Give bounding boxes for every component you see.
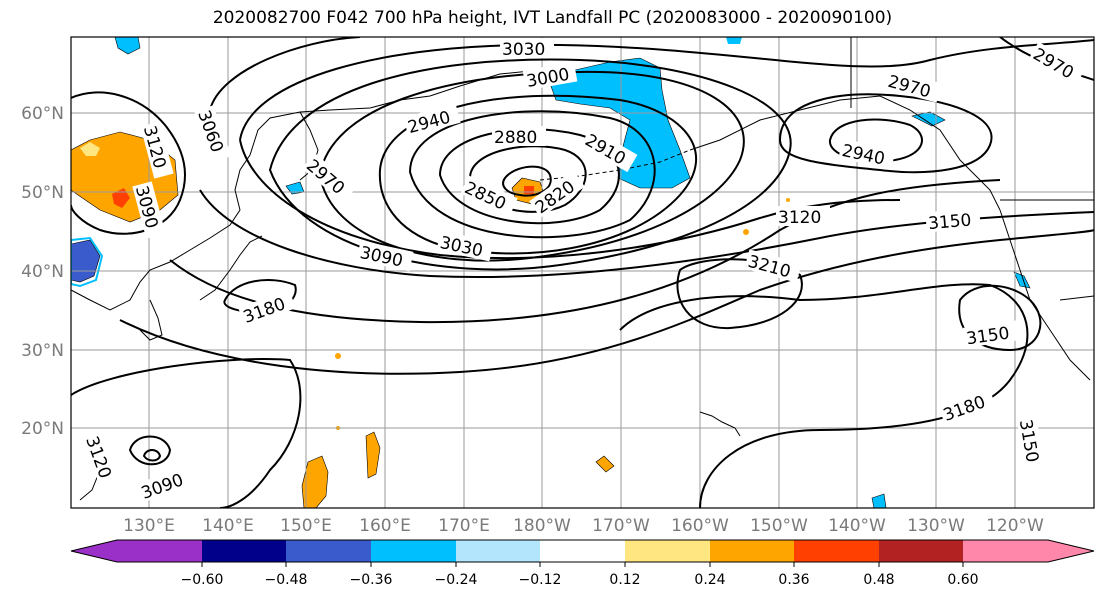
- colorbar-tick-label: −0.12: [519, 572, 562, 588]
- shade-yellow-okhotsk: [80, 142, 100, 156]
- colorbar-tick-label: −0.60: [181, 572, 224, 588]
- contour-2880: [438, 128, 620, 225]
- contour-label: 3150: [927, 210, 972, 234]
- colorbar-tick-label: 0.36: [778, 572, 809, 588]
- shade-dot-2: [743, 229, 749, 235]
- border-us-mex: [1059, 295, 1094, 301]
- colorbar-segment: [625, 540, 710, 562]
- colorbar-segment: [202, 540, 286, 562]
- shade-dot-3: [786, 198, 790, 202]
- contour-label: 3030: [502, 40, 545, 60]
- lat-label-60n: 60°N: [21, 104, 64, 124]
- coast-alaska: [689, 95, 1001, 211]
- coast-korea: [139, 299, 163, 341]
- lat-labels: 60°N 50°N 40°N 30°N 20°N: [21, 104, 64, 439]
- colorbar-segment: [286, 540, 371, 562]
- shade-dot-1: [335, 353, 341, 359]
- contour-3060: [209, 37, 361, 111]
- colorbar-tick-label: 0.60: [947, 572, 978, 588]
- lat-label-30n: 30°N: [21, 341, 64, 361]
- contour-3210: [676, 258, 803, 330]
- map-frame: [70, 36, 1095, 509]
- colorbar-segment: [540, 540, 625, 562]
- colorbar-tick-label: 0.48: [863, 572, 894, 588]
- contour-3030: [239, 39, 1094, 141]
- coast-aleutians: [539, 149, 691, 181]
- contour-2820: [502, 165, 552, 197]
- colorbar-tick-label: −0.36: [350, 572, 393, 588]
- shade-lightblue-west: [71, 236, 104, 288]
- lon-label-180w: 180°W: [513, 516, 571, 536]
- contour-3180-south: [71, 358, 302, 508]
- shade-red-okhotsk: [112, 188, 130, 208]
- shade-orange-south-2: [365, 431, 381, 479]
- coast-asia: [71, 69, 541, 311]
- coast-japan: [199, 235, 263, 301]
- lon-label-150w: 150°W: [750, 516, 808, 536]
- lon-label-160w: 160°W: [671, 516, 729, 536]
- contour-2910: [408, 110, 656, 239]
- contour-2970: [318, 70, 745, 262]
- lon-labels: 130°E 140°E 150°E 160°E 170°E 180°W 170°…: [123, 516, 1044, 536]
- contour-3150: [119, 229, 1094, 375]
- colorbar-segment: [456, 540, 540, 562]
- colorbar: −0.60 −0.48 −0.36 −0.24 −0.12 0.12 0.24 …: [70, 539, 1095, 588]
- colorbar-segment: [710, 540, 794, 562]
- lon-label-170w: 170°W: [592, 516, 650, 536]
- lon-label-140e: 140°E: [202, 516, 254, 536]
- shade-red-low: [524, 186, 534, 194]
- colorbar-segment: [963, 540, 1094, 562]
- shade-blue-bottom: [871, 493, 887, 508]
- colorbar-segment: [71, 540, 202, 562]
- contour-label: 3120: [778, 208, 821, 228]
- shade-blue-topleft: [114, 37, 141, 55]
- shade-blue-top-mid: [726, 37, 742, 44]
- contour-2970-alaska: [778, 93, 993, 174]
- colorbar-tick-label: 0.12: [609, 572, 640, 588]
- shade-orange-south-3: [595, 455, 615, 473]
- colorbar-segment: [879, 540, 963, 562]
- shade-orange-south-1: [301, 455, 329, 508]
- lon-label-130w: 130°W: [907, 516, 965, 536]
- contour-3000: [268, 58, 792, 271]
- shade-cyan-bering: [547, 57, 691, 189]
- coast-hawaii: [699, 411, 741, 437]
- colorbar-tick-label: 0.24: [694, 572, 725, 588]
- shade-blue-ca: [1013, 271, 1031, 289]
- contour-3090-south: [128, 435, 172, 466]
- colorbar-tick-label: −0.24: [435, 572, 478, 588]
- lon-label-150e: 150°E: [280, 516, 332, 536]
- colorbar-outline: [70, 539, 1095, 563]
- lat-label-40n: 40°N: [21, 262, 64, 282]
- contour-3180-main: [619, 283, 1029, 508]
- map-title: 2020082700 F042 700 hPa height, IVT Land…: [212, 8, 893, 28]
- lon-label-160e: 160°E: [359, 516, 411, 536]
- colorbar-segment: [794, 540, 879, 562]
- lon-label-170e: 170°E: [438, 516, 490, 536]
- contour-2940: [378, 94, 698, 255]
- contour-okhotsk: [71, 91, 186, 235]
- lat-label-50n: 50°N: [21, 183, 64, 203]
- lon-label-120w: 120°W: [986, 516, 1044, 536]
- colorbar-segment: [371, 540, 456, 562]
- lon-label-130e: 130°E: [123, 516, 175, 536]
- contour-label: 2880: [494, 128, 537, 148]
- colorbar-tick-label: −0.48: [265, 572, 308, 588]
- lon-label-140w: 140°W: [828, 516, 886, 536]
- lat-label-20n: 20°N: [21, 419, 64, 439]
- contour-3090-small: [142, 449, 162, 462]
